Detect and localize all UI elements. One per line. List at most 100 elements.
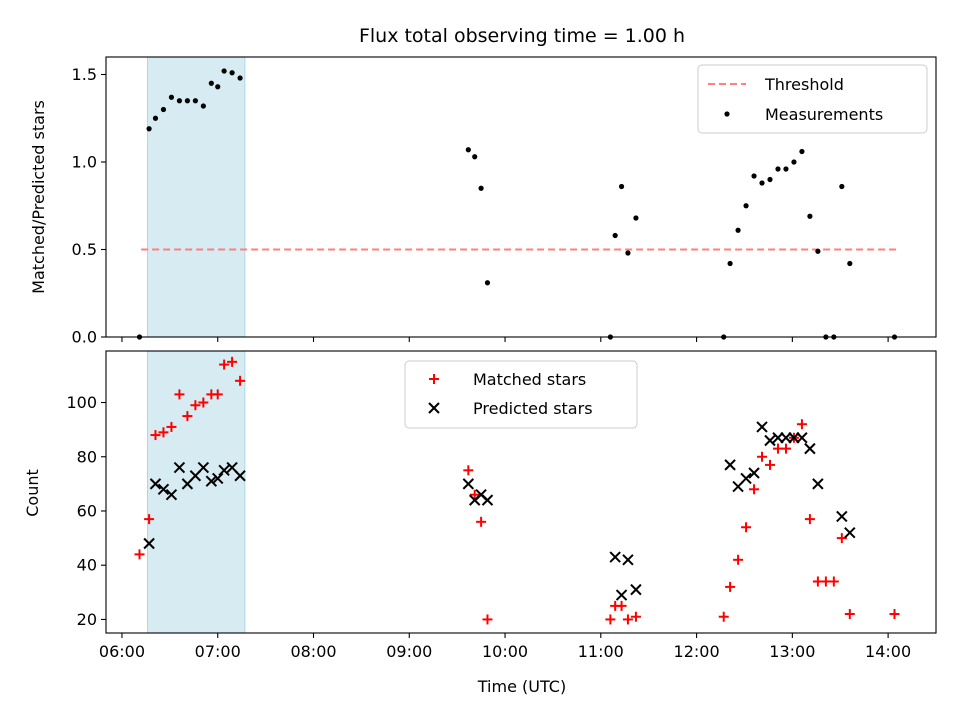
predicted-star-point bbox=[844, 526, 856, 539]
measurement-point bbox=[465, 147, 471, 153]
measurement-point bbox=[221, 68, 227, 74]
measurement-point bbox=[727, 260, 733, 267]
top-y-tick-label: 0.5 bbox=[72, 240, 97, 259]
bottom-observing-span bbox=[147, 350, 246, 634]
measurement-point bbox=[484, 280, 491, 286]
measurement-point bbox=[775, 166, 781, 172]
legend-matched-stars-label: Matched stars bbox=[473, 370, 586, 389]
top-y-axis-label: Matched/Predicted stars bbox=[29, 100, 48, 294]
predicted-star-point bbox=[205, 475, 218, 487]
predicted-star-point bbox=[812, 478, 824, 490]
bottom-y-tick-label: 60 bbox=[77, 501, 97, 520]
bottom-y-tick-label: 20 bbox=[77, 610, 97, 629]
bottom-legend: Matched stars Predicted stars bbox=[404, 360, 638, 429]
chart-title: Flux total observing time = 1.00 h bbox=[359, 25, 685, 47]
bottom-panel: 20 40 60 80 100 06:00 07:00 08:00 09:00 10:00 11:0… bbox=[66, 350, 937, 661]
matched-star-point bbox=[836, 533, 847, 544]
predicted-star-point bbox=[481, 494, 494, 506]
bottom-axes-frame bbox=[105, 350, 937, 634]
predicted-star-point bbox=[234, 470, 246, 482]
top-legend: Threshold Measurements bbox=[697, 64, 928, 134]
matched-star-point bbox=[616, 600, 627, 611]
matched-star-point bbox=[150, 430, 161, 441]
measurement-point bbox=[200, 103, 206, 109]
measurement-point bbox=[146, 126, 152, 132]
matched-star-point bbox=[227, 356, 238, 367]
matched-star-point bbox=[174, 389, 185, 400]
matched-star-point bbox=[166, 421, 177, 432]
measurement-point bbox=[176, 98, 183, 104]
predicted-star-point bbox=[630, 583, 642, 596]
top-panel: 0.0 0.5 1.0 1.5 Threshold Measurements bbox=[72, 56, 937, 347]
matched-star-point bbox=[765, 459, 775, 470]
predicted-star-point bbox=[165, 489, 178, 501]
x-axis-label: Time (UTC) bbox=[477, 677, 566, 696]
bottom-series-matched-stars bbox=[134, 356, 900, 625]
predicted-star-point bbox=[197, 461, 210, 474]
legend-predicted-stars-label: Predicted stars bbox=[473, 399, 593, 418]
predicted-star-point bbox=[609, 551, 621, 563]
matched-star-point bbox=[182, 411, 193, 422]
matched-star-point bbox=[144, 514, 155, 525]
measurement-point bbox=[767, 176, 773, 183]
bottom-x-tick-label: 11:00 bbox=[578, 642, 624, 661]
bottom-x-tick-label: 06:00 bbox=[99, 642, 145, 661]
legend-frame bbox=[404, 360, 638, 429]
measurement-point bbox=[743, 203, 749, 209]
measurement-point bbox=[759, 180, 765, 186]
matched-star-point bbox=[780, 443, 791, 454]
matched-star-point bbox=[198, 397, 209, 408]
matched-star-point bbox=[844, 609, 855, 620]
predicted-star-point bbox=[218, 464, 230, 477]
bottom-y-tick-label: 80 bbox=[77, 447, 97, 466]
top-y-tick-label: 0.0 bbox=[72, 328, 97, 347]
measurement-point bbox=[612, 232, 618, 239]
measurement-point bbox=[208, 80, 214, 86]
predicted-star-point bbox=[173, 461, 186, 474]
top-y-tick-label: 1.5 bbox=[72, 65, 97, 84]
matched-star-point bbox=[630, 611, 641, 622]
bottom-series-predicted-stars bbox=[143, 421, 856, 601]
predicted-star-point bbox=[748, 467, 760, 479]
legend-measurements-swatch bbox=[724, 111, 730, 117]
measurement-point bbox=[478, 185, 484, 191]
matched-star-point bbox=[889, 609, 900, 620]
predicted-star-point bbox=[149, 478, 162, 490]
matched-star-point bbox=[134, 549, 145, 560]
predicted-star-point bbox=[462, 478, 475, 490]
matched-star-point bbox=[469, 489, 480, 500]
matched-star-point bbox=[757, 451, 768, 462]
measurement-point bbox=[192, 98, 198, 104]
measurement-point bbox=[160, 106, 167, 113]
matched-star-point bbox=[749, 484, 760, 495]
bottom-x-tick-label: 14:00 bbox=[865, 642, 911, 661]
bottom-x-tick-label: 08:00 bbox=[290, 642, 336, 661]
predicted-star-point bbox=[622, 554, 634, 566]
legend-predicted-stars-swatch bbox=[428, 402, 440, 414]
matched-star-point bbox=[622, 614, 633, 625]
measurement-point bbox=[625, 250, 631, 256]
measurement-point bbox=[839, 183, 845, 190]
matched-star-point bbox=[605, 614, 616, 625]
measurement-point bbox=[783, 166, 789, 172]
measurement-point bbox=[815, 248, 821, 254]
matched-star-point bbox=[235, 375, 246, 386]
bottom-y-tick-label: 100 bbox=[66, 393, 97, 412]
matched-star-point bbox=[212, 389, 223, 400]
measurement-point bbox=[618, 183, 625, 190]
measurement-point bbox=[791, 159, 797, 165]
matched-star-point bbox=[476, 516, 487, 527]
legend-measurements-label: Measurements bbox=[765, 105, 883, 124]
matched-star-point bbox=[796, 419, 807, 430]
bottom-x-tick-label: 10:00 bbox=[482, 642, 528, 661]
matched-star-point bbox=[463, 465, 474, 476]
predicted-star-point bbox=[764, 434, 776, 447]
legend-frame bbox=[697, 64, 928, 134]
measurement-point bbox=[472, 154, 478, 160]
matched-star-point bbox=[482, 614, 493, 625]
measurement-point bbox=[168, 94, 175, 100]
measurement-point bbox=[633, 215, 639, 221]
legend-threshold-label: Threshold bbox=[764, 75, 844, 94]
matched-star-point bbox=[190, 400, 201, 411]
